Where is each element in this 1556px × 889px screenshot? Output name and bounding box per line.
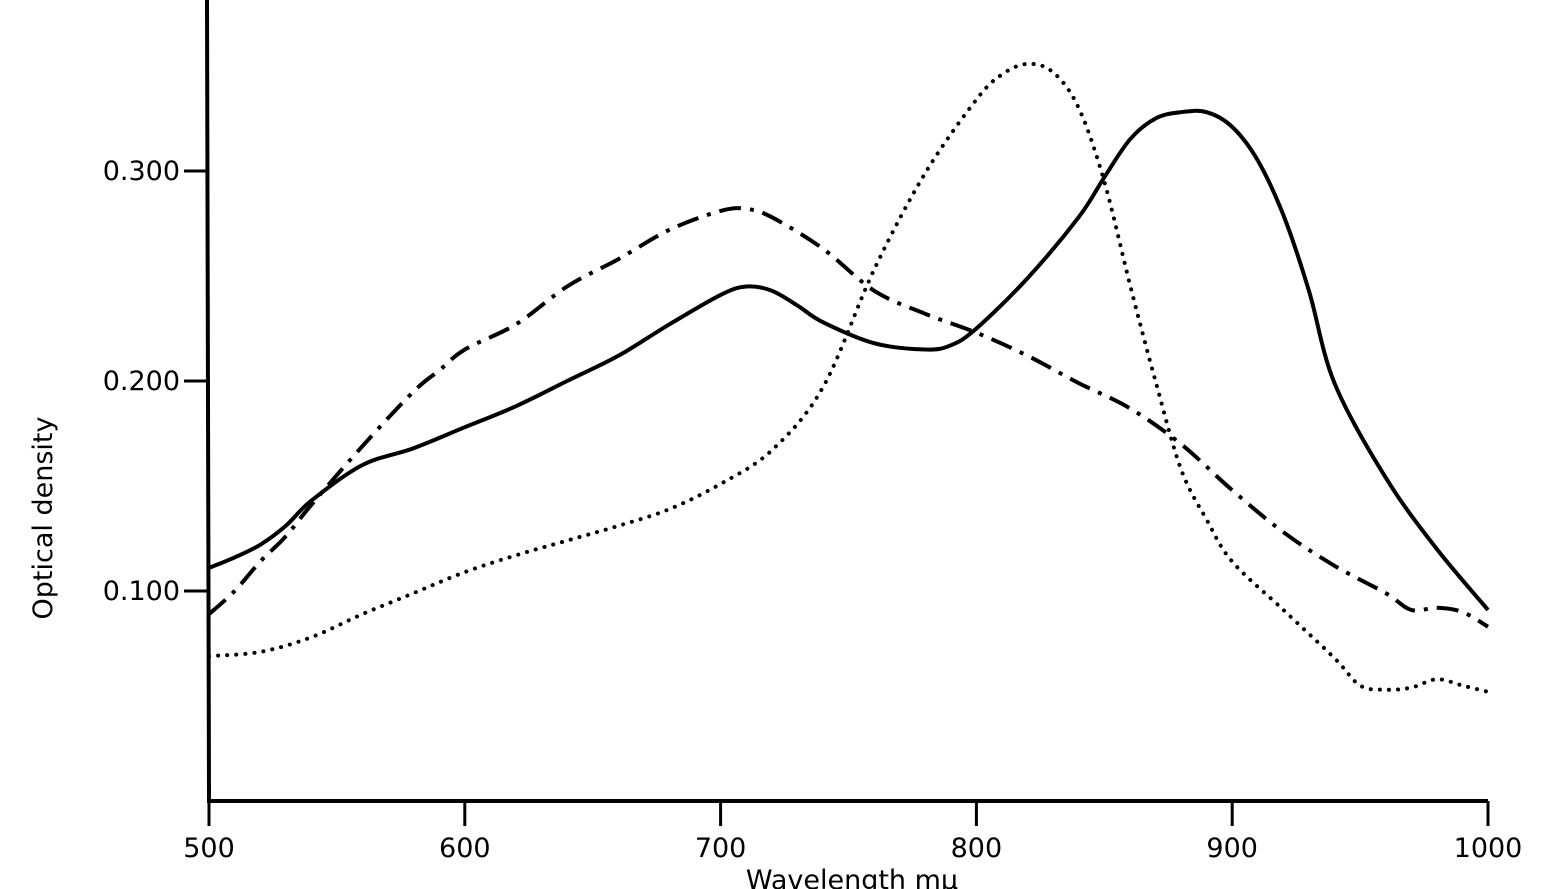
x-tick-label: 600	[439, 833, 491, 864]
y-tick-label: 0.300	[103, 156, 180, 187]
x-tick-label: 800	[951, 833, 1003, 864]
y-ticks: 0.100 0.200 0.300	[103, 156, 208, 607]
y-tick-label: 0.100	[103, 576, 180, 607]
solid-curve	[208, 108, 1490, 612]
y-axis-line	[205, 0, 211, 802]
x-ticks: 500 600 700 800 900 1000	[183, 801, 1522, 864]
series-layer	[207, 61, 1490, 694]
x-tick-label: 1000	[1454, 833, 1523, 864]
x-tick-label: 500	[183, 833, 235, 864]
dotted-curve	[207, 61, 1490, 694]
y-tick-label: 0.200	[103, 366, 180, 397]
y-axis-title: Optical density	[28, 417, 59, 620]
x-tick-label: 700	[695, 833, 747, 864]
dash-dot-curve	[207, 206, 1490, 629]
x-tick-label: 900	[1206, 833, 1258, 864]
x-axis-title: Wavelength mμ	[746, 865, 958, 889]
